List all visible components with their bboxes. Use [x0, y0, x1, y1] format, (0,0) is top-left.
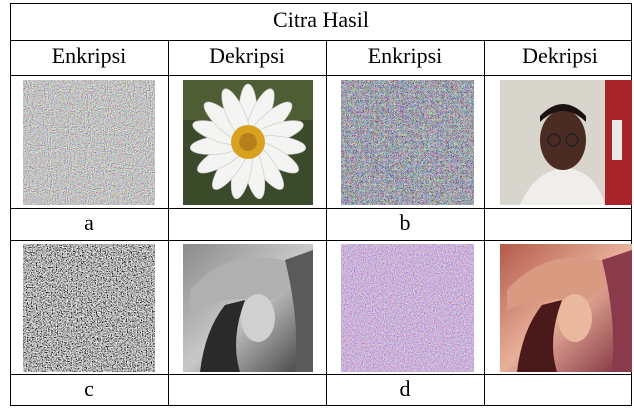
encrypted-image: [341, 244, 474, 372]
column-header: Enkripsi: [368, 43, 443, 68]
encrypted-image: [23, 244, 155, 372]
portrait-image: [500, 80, 632, 205]
lena-color-image: [500, 244, 632, 372]
flower-image: [183, 80, 313, 205]
encrypted-image: [341, 80, 474, 205]
column-header: Dekripsi: [522, 43, 598, 68]
caption: b: [400, 210, 411, 235]
table-title: Citra Hasil: [273, 7, 369, 32]
encrypted-image: [23, 80, 155, 205]
caption: a: [84, 210, 94, 235]
lena-gray-image: [183, 244, 313, 372]
column-header: Enkripsi: [52, 43, 127, 68]
column-header: Dekripsi: [209, 43, 285, 68]
caption: d: [400, 376, 411, 401]
caption: c: [84, 376, 94, 401]
